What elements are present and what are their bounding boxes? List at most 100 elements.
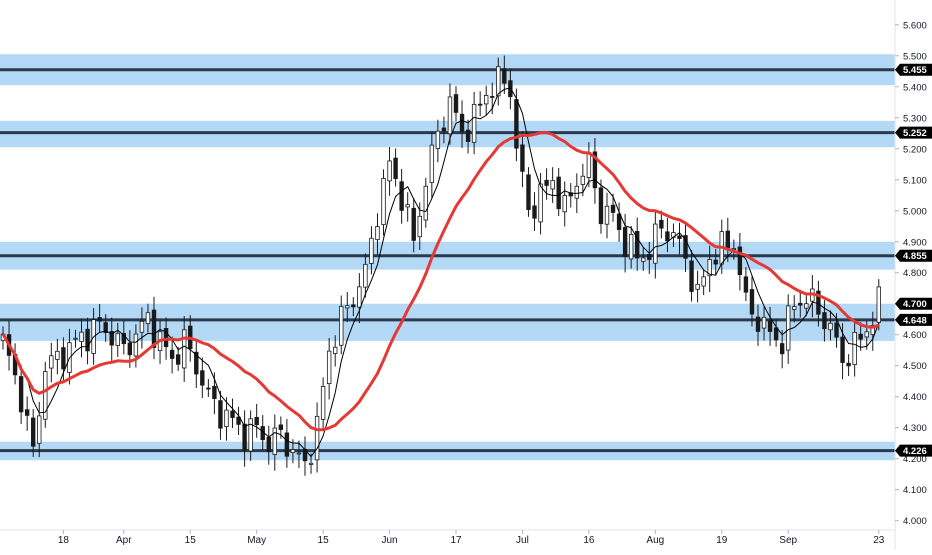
- candle-body: [695, 283, 700, 290]
- x-tick-label: May: [247, 535, 266, 546]
- level-price-tag-bg: [895, 313, 932, 326]
- candle-body: [399, 181, 404, 211]
- candle-body: [339, 306, 344, 346]
- price-axis: 4.000 4.100 4.200 4.300 4.400 4.500 4.600 4.700…: [895, 20, 927, 527]
- candle-body: [701, 276, 706, 287]
- candle-body: [429, 144, 435, 184]
- x-tick-label: 17: [450, 535, 462, 546]
- y-tick-label: 5.200: [903, 144, 927, 155]
- candle-body: [822, 312, 827, 330]
- candle-body: [266, 436, 271, 453]
- candle-body: [580, 175, 586, 185]
- candle-body: [73, 337, 78, 340]
- candle-body: [502, 68, 507, 84]
- candle-body: [145, 312, 151, 325]
- candle-body: [683, 235, 688, 259]
- candle-body: [459, 113, 465, 132]
- candle-body: [242, 423, 247, 451]
- y-tick-label: 4.600: [903, 330, 927, 341]
- candle-body: [375, 226, 380, 241]
- candle-body: [773, 327, 779, 341]
- y-tick-label: 4.800: [903, 268, 927, 279]
- candlesticks: [0, 55, 881, 476]
- candle-body: [103, 322, 108, 333]
- candle-body: [653, 223, 658, 264]
- candle-body: [49, 355, 54, 369]
- candle-body: [133, 333, 139, 357]
- candle-body: [248, 418, 253, 452]
- candle-body: [598, 187, 604, 225]
- y-tick-label: 4.400: [903, 392, 927, 403]
- y-tick-label: 4.500: [903, 361, 927, 372]
- y-tick-label: 4.200: [903, 454, 927, 465]
- candle-body: [284, 432, 290, 457]
- candle-body: [574, 185, 579, 199]
- candle-body: [677, 235, 682, 239]
- y-tick-label: 5.500: [903, 51, 927, 62]
- candle-body: [477, 103, 483, 106]
- candle-body: [858, 333, 863, 340]
- candle-body: [357, 286, 362, 308]
- candle-body: [635, 231, 640, 259]
- candle-body: [314, 415, 320, 461]
- sma-slow-line: [1, 131, 880, 432]
- candle-body: [616, 213, 622, 230]
- y-tick-label: 4.000: [903, 516, 927, 527]
- candle-body: [200, 370, 205, 386]
- x-tick-label: Jul: [516, 535, 529, 546]
- x-tick-label: Jun: [381, 535, 397, 546]
- x-tick-label: Aug: [646, 535, 664, 546]
- candle-body: [659, 219, 664, 229]
- candle-body: [876, 286, 881, 323]
- candle-body: [544, 179, 549, 186]
- candle-body: [465, 129, 471, 142]
- y-tick-label: 5.300: [903, 113, 927, 124]
- candle-body: [641, 257, 646, 262]
- candle-body: [308, 462, 314, 465]
- candle-body: [369, 237, 374, 264]
- x-tick-label: Sep: [779, 535, 797, 546]
- candle-body: [870, 324, 875, 335]
- x-tick-label: 15: [318, 535, 330, 546]
- moving-averages: [1, 87, 880, 458]
- candle-body: [846, 362, 851, 367]
- candle-body: [351, 304, 356, 308]
- candle-body: [441, 127, 447, 132]
- candle-body: [586, 152, 592, 178]
- candle-body: [381, 178, 386, 226]
- candle-body: [163, 328, 169, 348]
- candle-body: [834, 322, 839, 338]
- candle-body: [592, 151, 598, 189]
- level-price-tag-bg: [895, 444, 932, 457]
- x-tick-label: 18: [58, 535, 70, 546]
- candle-body: [139, 320, 145, 333]
- candle-body: [206, 387, 211, 390]
- candle-body: [604, 205, 610, 225]
- y-tick-label: 4.900: [903, 237, 927, 248]
- candle-body: [610, 204, 616, 213]
- candle-body: [272, 427, 277, 455]
- y-tick-label: 5.100: [903, 175, 927, 186]
- time-axis: 18 Apr 15 May 15 Jun 17 Jul 16 Aug 19 Sep 23: [58, 530, 885, 546]
- candle-body: [779, 343, 785, 355]
- level-price-tag-label: 4.855: [903, 251, 927, 262]
- candle-body: [169, 349, 175, 359]
- candle-body: [628, 233, 634, 260]
- candle-body: [725, 230, 730, 249]
- candle-body: [689, 260, 694, 292]
- x-tick-label: 19: [716, 535, 728, 546]
- candle-body: [30, 417, 36, 447]
- candle-body: [622, 227, 628, 257]
- candle-body: [864, 331, 869, 338]
- candle-body: [755, 316, 761, 332]
- candle-body: [236, 416, 241, 425]
- y-tick-label: 5.400: [903, 82, 927, 93]
- candle-body: [447, 96, 453, 135]
- candle-body: [483, 95, 489, 105]
- x-tick-label: 15: [185, 535, 197, 546]
- candle-body: [562, 195, 567, 213]
- candle-body: [713, 259, 718, 265]
- x-tick-label: 16: [583, 535, 595, 546]
- candle-body: [61, 347, 66, 370]
